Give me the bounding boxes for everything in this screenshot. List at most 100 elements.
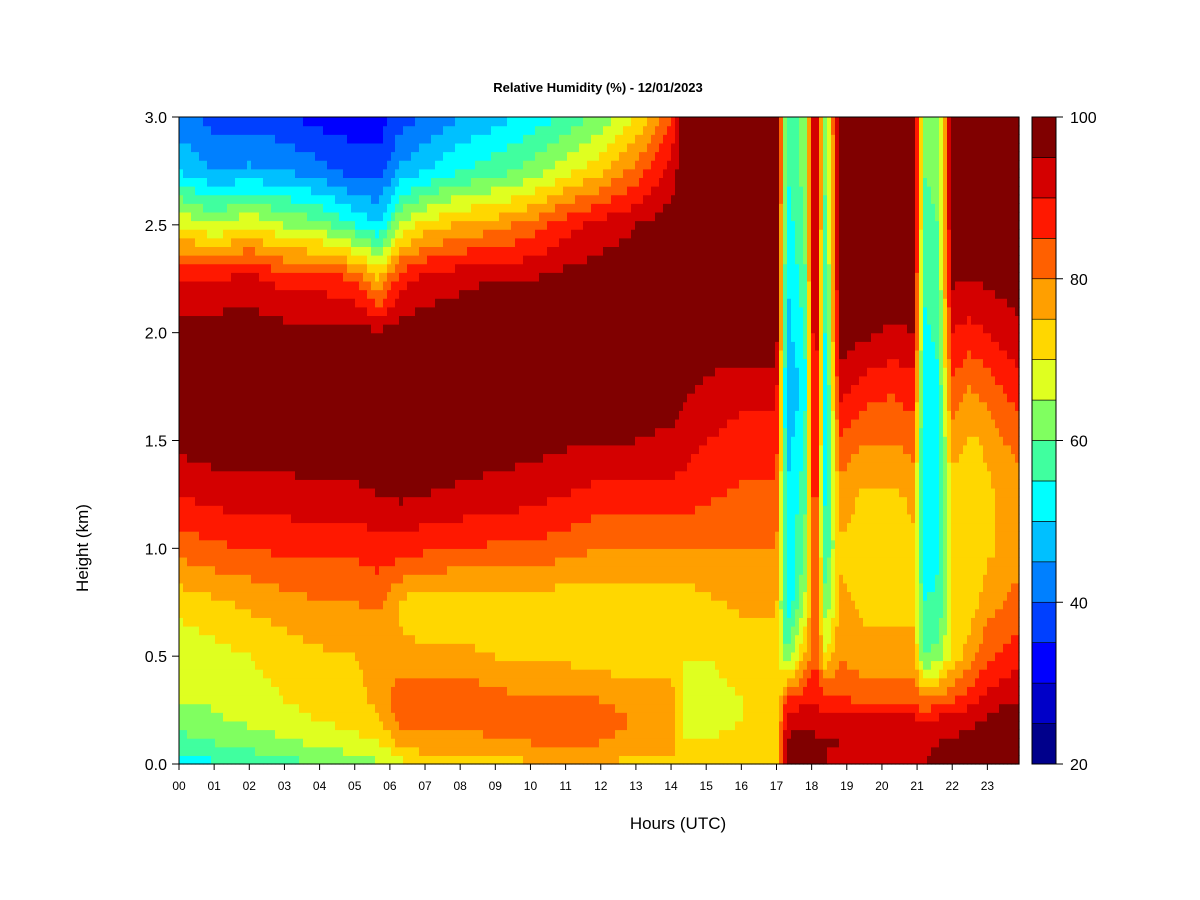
heatmap-cell bbox=[219, 418, 224, 429]
heatmap-cell bbox=[307, 487, 312, 498]
heatmap-cell bbox=[355, 565, 360, 575]
heatmap-cell bbox=[351, 410, 356, 420]
heatmap-cell bbox=[331, 315, 336, 325]
heatmap-cell bbox=[187, 470, 192, 480]
heatmap-cell bbox=[215, 522, 220, 532]
heatmap-cell bbox=[419, 651, 424, 662]
heatmap-cell bbox=[211, 255, 216, 265]
heatmap-cell bbox=[211, 393, 216, 403]
heatmap-cell bbox=[187, 142, 192, 153]
heatmap-cell bbox=[299, 565, 304, 575]
heatmap-cell bbox=[351, 634, 356, 644]
heatmap-cell bbox=[187, 237, 192, 247]
heatmap-cell bbox=[327, 582, 332, 593]
heatmap-cell bbox=[219, 186, 224, 196]
heatmap-cell bbox=[395, 703, 400, 713]
heatmap-cell bbox=[211, 194, 216, 204]
heatmap-cell bbox=[327, 548, 332, 558]
heatmap-cell bbox=[263, 436, 268, 446]
heatmap-cell bbox=[391, 436, 396, 446]
heatmap-cell bbox=[291, 375, 296, 386]
heatmap-cell bbox=[347, 186, 352, 196]
heatmap-cell bbox=[435, 177, 440, 187]
heatmap-cell bbox=[251, 280, 256, 291]
heatmap-cell bbox=[215, 117, 220, 127]
heatmap-cell bbox=[183, 289, 188, 299]
heatmap-cell bbox=[435, 651, 440, 662]
heatmap-cell bbox=[271, 462, 276, 472]
heatmap-cell bbox=[255, 634, 260, 644]
heatmap-cell bbox=[207, 548, 212, 558]
heatmap-cell bbox=[231, 565, 236, 575]
heatmap-cell bbox=[179, 643, 184, 653]
heatmap-cell bbox=[415, 712, 420, 722]
heatmap-cell bbox=[343, 375, 348, 386]
heatmap-cell bbox=[407, 125, 412, 135]
heatmap-cell bbox=[263, 738, 268, 748]
heatmap-cell bbox=[351, 444, 356, 455]
heatmap-cell bbox=[275, 694, 280, 705]
heatmap-cell bbox=[295, 496, 300, 506]
heatmap-cell bbox=[311, 186, 316, 196]
heatmap-cell bbox=[187, 229, 192, 239]
heatmap-cell bbox=[311, 539, 316, 549]
heatmap-cell bbox=[387, 117, 392, 127]
heatmap-cell bbox=[347, 712, 352, 722]
heatmap-cell bbox=[203, 574, 208, 584]
heatmap-cell bbox=[207, 625, 212, 636]
heatmap-cell bbox=[247, 410, 252, 420]
heatmap-cell bbox=[427, 315, 432, 325]
heatmap-cell bbox=[287, 582, 292, 593]
heatmap-cell bbox=[343, 168, 348, 178]
heatmap-cell bbox=[367, 669, 372, 679]
heatmap-cell bbox=[279, 712, 284, 722]
heatmap-cell bbox=[319, 591, 324, 601]
heatmap-cell bbox=[411, 332, 416, 342]
heatmap-cell bbox=[271, 574, 276, 584]
heatmap-cell bbox=[323, 341, 328, 351]
heatmap-cell bbox=[199, 306, 204, 317]
heatmap-cell bbox=[427, 522, 432, 532]
heatmap-cell bbox=[419, 168, 424, 178]
heatmap-cell bbox=[199, 298, 204, 308]
heatmap-cell bbox=[371, 410, 376, 420]
heatmap-cell bbox=[351, 565, 356, 575]
heatmap-cell bbox=[179, 608, 184, 618]
heatmap-cell bbox=[395, 117, 400, 127]
heatmap-cell bbox=[395, 134, 400, 144]
heatmap-cell bbox=[287, 367, 292, 377]
heatmap-cell bbox=[239, 625, 244, 636]
heatmap-cell bbox=[415, 246, 420, 256]
heatmap-cell bbox=[263, 263, 268, 273]
heatmap-cell bbox=[419, 289, 424, 299]
heatmap-cell bbox=[303, 582, 308, 593]
heatmap-cell bbox=[395, 324, 400, 334]
heatmap-cell bbox=[363, 255, 368, 265]
heatmap-cell bbox=[375, 496, 380, 506]
heatmap-cell bbox=[319, 341, 324, 351]
heatmap-cell bbox=[315, 168, 320, 178]
heatmap-cell bbox=[283, 211, 288, 222]
heatmap-cell bbox=[395, 211, 400, 222]
heatmap-cell bbox=[331, 332, 336, 342]
heatmap-cell bbox=[235, 436, 240, 446]
heatmap-cell bbox=[211, 625, 216, 636]
heatmap-cell bbox=[359, 453, 364, 463]
heatmap-cell bbox=[295, 487, 300, 498]
heatmap-cell bbox=[243, 660, 248, 670]
heatmap-cell bbox=[263, 582, 268, 593]
heatmap-cell bbox=[331, 513, 336, 524]
heatmap-cell bbox=[395, 427, 400, 437]
heatmap-cell bbox=[187, 660, 192, 670]
heatmap-cell bbox=[195, 324, 200, 334]
heatmap-cell bbox=[179, 168, 184, 178]
heatmap-cell bbox=[279, 349, 284, 360]
heatmap-cell bbox=[219, 651, 224, 662]
heatmap-cell bbox=[423, 142, 428, 153]
heatmap-cell bbox=[383, 669, 388, 679]
heatmap-cell bbox=[407, 574, 412, 584]
heatmap-cell bbox=[235, 479, 240, 489]
heatmap-cell bbox=[423, 487, 428, 498]
heatmap-cell bbox=[399, 539, 404, 549]
heatmap-cell bbox=[391, 738, 396, 748]
